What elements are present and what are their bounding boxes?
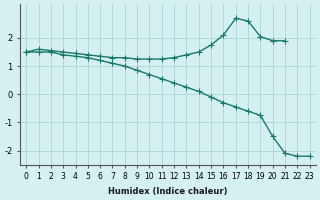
X-axis label: Humidex (Indice chaleur): Humidex (Indice chaleur) bbox=[108, 187, 228, 196]
